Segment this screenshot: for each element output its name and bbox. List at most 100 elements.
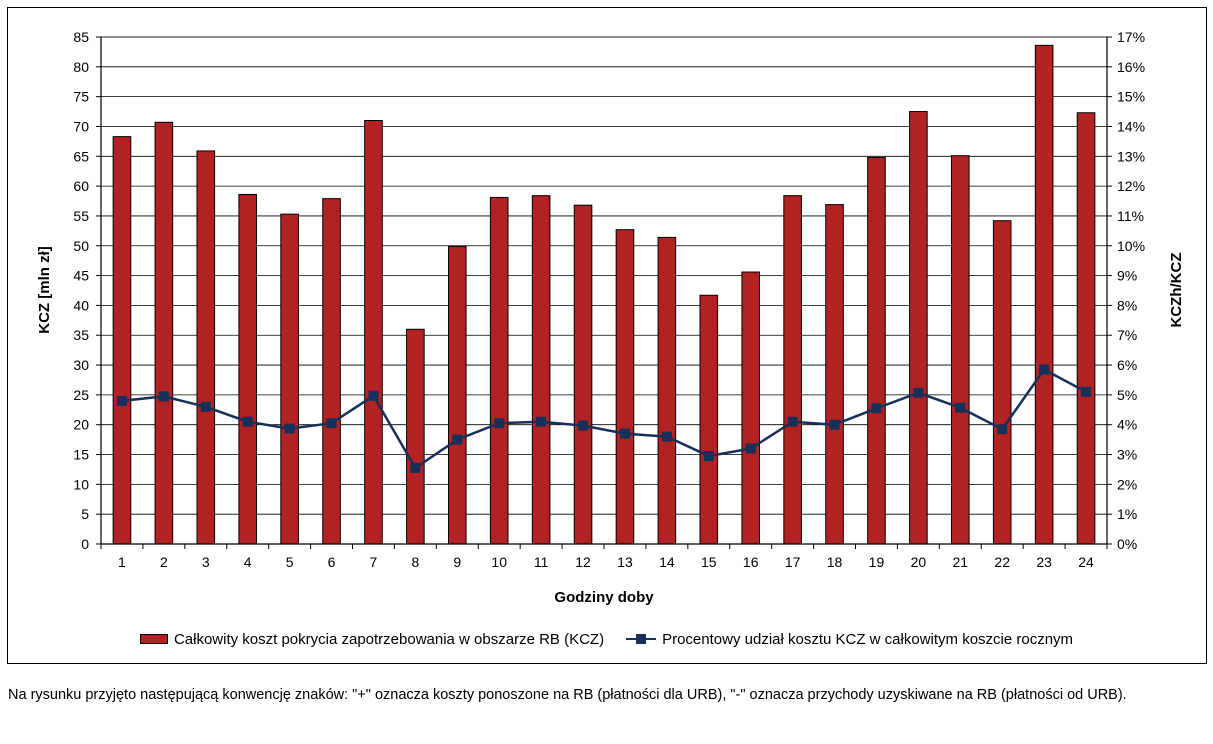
legend-line-swatch — [626, 633, 657, 645]
line-point — [997, 424, 1008, 435]
y-right-tick-label: 13% — [1117, 148, 1145, 164]
legend-label-line: Procentowy udział kosztu KCZ w całkowity… — [662, 630, 1074, 648]
y-right-tick-label: 16% — [1117, 59, 1145, 75]
y-right-tick-label: 10% — [1117, 238, 1145, 254]
x-tick-label: 19 — [869, 554, 885, 570]
y-right-tick-label: 12% — [1117, 178, 1145, 194]
series-line — [121, 367, 1087, 470]
bar — [699, 294, 719, 545]
y-tick-label: 70 — [73, 118, 89, 134]
y-tick-label: 20 — [73, 417, 89, 433]
x-tick-label: 24 — [1078, 554, 1094, 570]
line-point — [871, 403, 882, 414]
bar — [154, 121, 174, 545]
bar — [447, 245, 467, 545]
line-point — [661, 431, 672, 442]
bar — [992, 220, 1012, 545]
line-point — [158, 391, 169, 402]
x-tick-label: 9 — [453, 554, 461, 570]
y-right-axis-title: KCZh/KCZ — [1168, 253, 1185, 328]
y-right-tick-label: 4% — [1117, 417, 1137, 433]
x-tick-label: 7 — [370, 554, 378, 570]
y-right-tick-label: 11% — [1117, 208, 1144, 224]
bar — [783, 195, 802, 545]
line-point — [955, 402, 966, 413]
x-tick-label: 14 — [659, 554, 675, 570]
bar — [280, 213, 299, 545]
y-tick-label: 25 — [73, 387, 89, 403]
x-axis-title: Godziny doby — [554, 589, 654, 606]
bar — [406, 328, 425, 545]
x-tick-label: 6 — [328, 554, 336, 570]
x-tick-label: 3 — [202, 554, 210, 570]
line-point — [326, 418, 337, 429]
y-tick-label: 15 — [73, 447, 89, 463]
y-tick-label: 40 — [73, 297, 89, 313]
x-tick-label: 18 — [827, 554, 843, 570]
line-point — [1081, 386, 1092, 397]
y-right-tick-label: 15% — [1117, 89, 1145, 105]
x-tick-label: 2 — [160, 554, 168, 570]
line-point — [116, 395, 127, 406]
bar — [196, 150, 216, 545]
y-tick-label: 5 — [81, 506, 89, 522]
legend-bar-swatch — [139, 634, 168, 644]
line-point — [703, 451, 714, 462]
x-tick-label: 13 — [617, 554, 633, 570]
line-point — [368, 390, 379, 401]
line-point — [829, 419, 840, 430]
y-tick-label: 50 — [73, 238, 89, 254]
y-right-tick-label: 1% — [1117, 506, 1137, 522]
y-right-tick-label: 9% — [1117, 268, 1137, 284]
legend-entry-line: Procentowy udział kosztu KCZ w całkowity… — [626, 631, 1073, 648]
line-point — [242, 416, 253, 427]
x-tick-label: 15 — [701, 554, 717, 570]
line-point — [494, 418, 505, 429]
bar — [238, 193, 258, 545]
line-point — [745, 443, 756, 454]
y-right-tick-label: 7% — [1117, 327, 1137, 343]
x-tick-label: 5 — [286, 554, 294, 570]
bar — [741, 271, 761, 545]
line-point — [410, 462, 421, 473]
y-tick-label: 35 — [73, 327, 89, 343]
y-axis-title: KCZ [mln zł] — [36, 246, 53, 334]
footnote: Na rysunku przyjęto następującą konwencj… — [8, 687, 1127, 703]
y-right-tick-label: 0% — [1117, 536, 1137, 552]
chart: 05101520253035404550556065707580850%1%2%… — [36, 29, 1185, 606]
x-tick-label: 22 — [994, 554, 1010, 570]
y-tick-label: 55 — [73, 208, 89, 224]
legend-label-bar: Całkowity koszt pokrycia zapotrzebowania… — [173, 630, 605, 648]
y-tick-label: 10 — [73, 476, 89, 492]
line-point — [787, 416, 798, 427]
bar — [573, 204, 593, 545]
y-tick-label: 60 — [73, 178, 89, 194]
y-right-tick-label: 2% — [1117, 476, 1137, 492]
bar — [1076, 112, 1096, 545]
y-tick-label: 30 — [73, 357, 89, 373]
y-tick-label: 0 — [81, 536, 89, 552]
x-tick-label: 21 — [953, 554, 969, 570]
y-tick-label: 65 — [73, 148, 89, 164]
x-tick-label: 17 — [785, 554, 801, 570]
y-right-tick-label: 5% — [1117, 387, 1137, 403]
bar — [657, 236, 677, 545]
line-point — [200, 401, 211, 412]
x-tick-label: 20 — [911, 554, 927, 570]
legend-entry-bar: Całkowity koszt pokrycia zapotrzebowania… — [139, 630, 605, 648]
x-tick-label: 11 — [534, 554, 549, 570]
x-tick-label: 12 — [575, 554, 591, 570]
bar — [489, 196, 509, 545]
bar — [615, 229, 635, 545]
line-point — [913, 387, 924, 398]
x-tick-label: 16 — [743, 554, 759, 570]
x-tick-label: 23 — [1036, 554, 1052, 570]
x-tick-label: 10 — [491, 554, 507, 570]
y-tick-label: 80 — [73, 59, 89, 75]
y-tick-label: 45 — [73, 268, 89, 284]
line-point — [578, 420, 589, 431]
x-tick-label: 8 — [411, 554, 419, 570]
bar — [531, 195, 551, 545]
bar — [364, 120, 383, 545]
line-point — [1039, 364, 1050, 375]
